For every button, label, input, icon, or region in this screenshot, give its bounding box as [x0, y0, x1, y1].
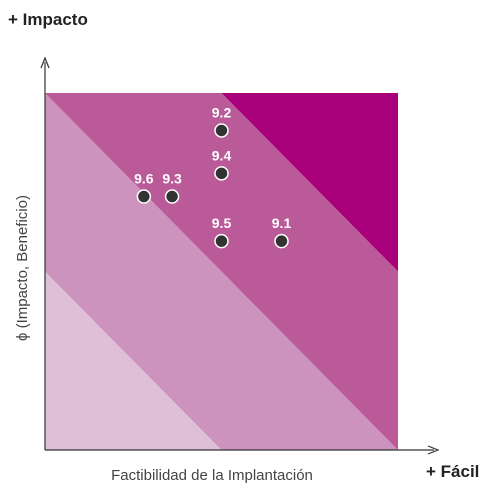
data-point-9-2: [214, 123, 229, 138]
data-point-9-3: [164, 189, 180, 204]
point-label-9-1: 9.1: [272, 215, 292, 231]
x-corner-label: + Fácil: [426, 462, 479, 481]
point-label-9-2: 9.2: [212, 104, 232, 120]
data-point-9-4: [214, 166, 229, 181]
y-axis-arrow-icon: [40, 56, 50, 69]
zones-layer: [45, 93, 398, 450]
point-label-9-6: 9.6: [134, 171, 154, 187]
point-label-9-5: 9.5: [212, 215, 232, 231]
data-point-9-6: [136, 189, 152, 204]
zone-level-4: [221, 93, 398, 272]
x-axis-title: Factibilidad de la Implantación: [111, 467, 313, 484]
data-point-9-5: [214, 233, 229, 249]
x-axis-arrow-icon: [427, 445, 440, 455]
point-label-9-4: 9.4: [212, 147, 232, 163]
y-axis-title: ϕ (Impacto, Beneficio): [14, 195, 31, 341]
point-label-9-3: 9.3: [162, 171, 182, 187]
points-layer: 9.2 9.4 9.6 9.3 9.5 9.1: [134, 104, 292, 249]
y-corner-label: + Impacto: [8, 10, 88, 29]
data-point-9-1: [274, 233, 289, 249]
